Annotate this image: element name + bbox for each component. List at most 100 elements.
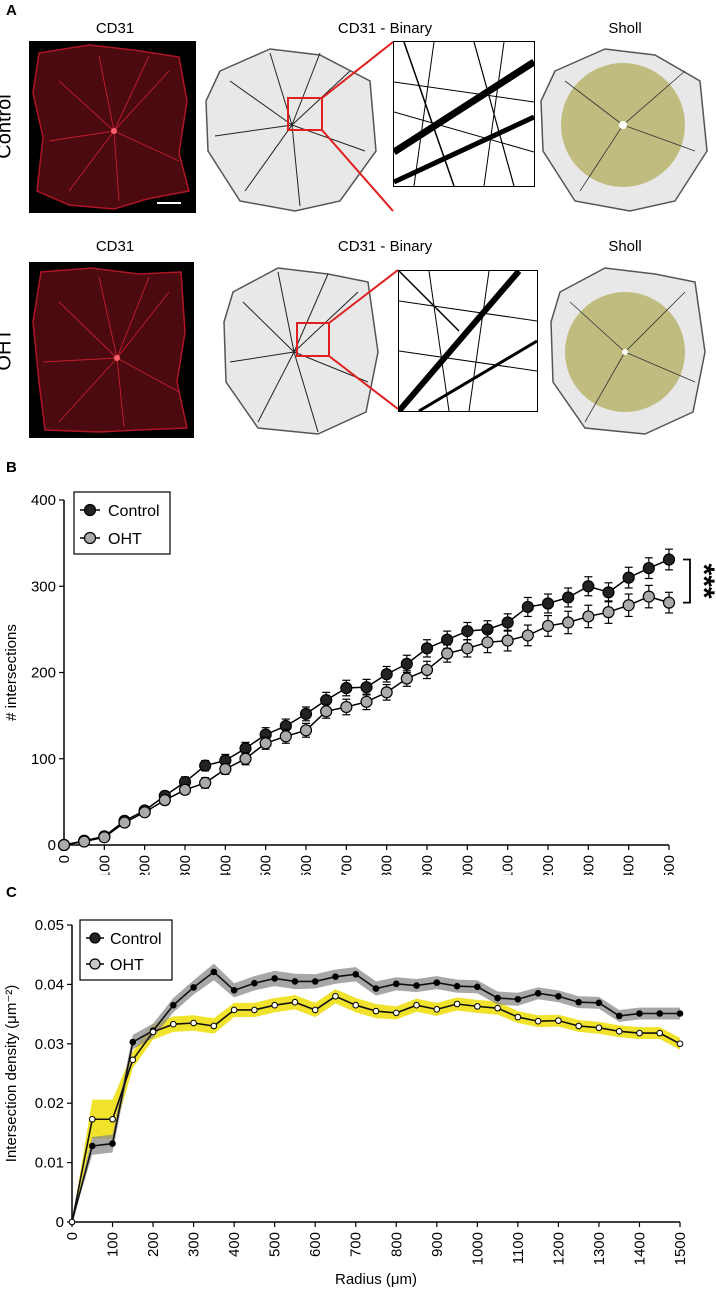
data-point-oht — [514, 1013, 522, 1021]
data-point-control — [501, 616, 514, 629]
legend-label-control: Control — [110, 931, 162, 948]
data-point-oht — [541, 619, 555, 633]
data-point-oht — [494, 1004, 501, 1012]
data-point-oht — [311, 1006, 319, 1014]
data-point-control — [352, 971, 360, 978]
data-point-oht — [534, 1017, 542, 1025]
data-point-control — [453, 982, 461, 990]
data-point-oht — [98, 831, 111, 844]
y-tick-label: 300 — [31, 578, 56, 595]
panel-letter-c: C — [6, 884, 17, 901]
panel-c-chart: C 0 0.01 0.02 0.03 0.04 0.05 0 100 200 300 400 500 60… — [3, 884, 689, 1288]
x-tick-label: 1400 — [621, 855, 638, 875]
legend-marker-oht — [89, 958, 101, 970]
data-point-oht — [662, 596, 676, 609]
x-tick-label: 1000 — [459, 855, 476, 875]
x-tick-label: 200 — [145, 1232, 162, 1257]
data-point-oht — [575, 1022, 582, 1030]
data-point-oht — [433, 1006, 441, 1013]
data-point-control — [299, 707, 313, 720]
data-point-oht — [622, 599, 635, 612]
data-point-control — [332, 973, 339, 980]
x-tick-label: 100 — [105, 1232, 122, 1257]
data-point-oht — [453, 1000, 461, 1008]
data-point-oht — [642, 590, 655, 603]
data-point-control — [461, 625, 474, 638]
data-point-oht — [88, 1115, 96, 1123]
row1-title-binary: CD31 - Binary — [337, 20, 433, 37]
legend-marker-control — [89, 932, 101, 944]
legend-marker-control — [83, 503, 97, 517]
control-binary-inset — [393, 41, 535, 187]
legend: Control OHT — [79, 919, 173, 981]
x-tick-label: 800 — [379, 855, 396, 875]
y-tick-label: 0.01 — [35, 1155, 64, 1172]
x-tick-label: 700 — [338, 855, 355, 875]
data-point-control — [541, 597, 555, 610]
y-tick-label: 400 — [31, 492, 56, 509]
data-point-control — [400, 657, 413, 670]
data-point-oht — [392, 1009, 400, 1017]
data-point-control — [636, 1010, 643, 1017]
y-tick-label: 100 — [31, 751, 56, 768]
data-point-oht — [332, 992, 339, 1000]
data-point-oht — [582, 610, 595, 623]
data-point-oht — [129, 1056, 137, 1064]
y-axis-title: # intersections — [3, 624, 20, 721]
x-tick-label: 1400 — [631, 1232, 648, 1265]
x-tick-label: 100 — [96, 855, 113, 875]
data-point-oht — [501, 634, 514, 647]
x-tick-label: 1500 — [672, 1232, 689, 1265]
legend-label-oht: OHT — [110, 957, 144, 974]
data-point-oht — [474, 1003, 481, 1010]
data-point-oht — [420, 663, 434, 677]
data-point-oht — [57, 838, 71, 852]
data-point-oht — [400, 672, 413, 685]
control-cd31-image — [29, 41, 196, 213]
data-point-control — [251, 979, 258, 987]
x-tick-label: 600 — [307, 1232, 324, 1257]
data-point-oht — [170, 1020, 177, 1028]
x-tick-label: 800 — [388, 1232, 405, 1257]
oht-sholl-image — [545, 262, 713, 438]
x-tick-label: 400 — [217, 855, 234, 875]
data-point-control — [170, 1001, 177, 1009]
y-tick-label: 0.05 — [35, 917, 64, 934]
x-tick-label: 400 — [226, 1232, 243, 1257]
legend: Control OHT — [73, 491, 171, 555]
row2-title-binary: CD31 - Binary — [337, 238, 433, 255]
data-point-oht — [279, 730, 292, 743]
row1-title-sholl: Sholl — [608, 20, 642, 37]
x-tick-label: 500 — [258, 855, 275, 875]
data-point-oht — [109, 1115, 116, 1123]
data-point-oht — [676, 1040, 684, 1048]
x-tick-label: 1500 — [661, 855, 678, 875]
data-point-oht — [78, 835, 91, 848]
data-point-control — [622, 571, 635, 584]
data-point-control — [129, 1038, 137, 1046]
x-axis-title: Radius (μm) — [335, 1271, 417, 1288]
oht-binary-inset — [398, 270, 538, 412]
data-point-control — [88, 1142, 96, 1150]
data-point-oht — [555, 1017, 562, 1024]
x-tick-label: 900 — [419, 855, 436, 875]
oht-cd31-image — [29, 262, 194, 438]
data-point-oht — [352, 1001, 360, 1009]
data-point-oht — [259, 737, 272, 750]
panel-b-chart: B 0 100 200 300 400 0 100 200 300 400 500 600 700 800 9… — [3, 459, 716, 875]
data-point-oht — [68, 1218, 76, 1226]
series-line-oht — [63, 595, 670, 846]
data-point-oht — [562, 616, 575, 629]
data-point-control — [582, 580, 595, 593]
data-point-control — [474, 983, 481, 991]
data-point-control — [230, 987, 238, 994]
data-point-oht — [178, 783, 192, 796]
data-point-control — [514, 995, 522, 1003]
x-tick-label: 1200 — [540, 855, 557, 875]
x-tick-label: 0 — [56, 855, 73, 863]
data-point-oht — [413, 1001, 420, 1009]
x-tick-label: 0 — [64, 1232, 81, 1240]
row-label-oht: OHT — [0, 328, 16, 371]
data-point-oht — [340, 700, 353, 714]
data-point-oht — [320, 705, 333, 718]
